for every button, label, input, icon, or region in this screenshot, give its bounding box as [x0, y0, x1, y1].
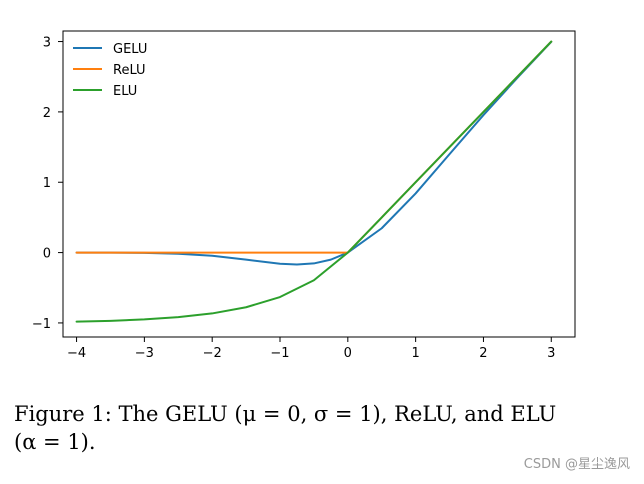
y-tick-label: 1 [43, 176, 51, 191]
watermark: CSDN @星尘逸风 [523, 457, 630, 472]
x-tick-label: 3 [547, 346, 555, 361]
y-tick-label: 0 [43, 247, 51, 262]
x-tick-label: 0 [344, 346, 352, 361]
legend-label-gelu: GELU [113, 42, 147, 57]
y-tick-label: −1 [32, 317, 51, 332]
caption-line-1: Figure 1: The GELU (μ = 0, σ = 1), ReLU,… [14, 402, 557, 426]
x-tick-label: −2 [203, 346, 222, 361]
y-tick-label: 3 [43, 36, 51, 51]
y-tick-label: 2 [43, 106, 51, 121]
x-tick-label: −3 [135, 346, 154, 361]
x-tick-label: −1 [270, 346, 289, 361]
series-line-gelu [75, 40, 553, 266]
chart-svg: −4 −3 −2 −1 0 1 2 3 −1 0 1 2 3 GELU ReLU ELU [32, 30, 576, 361]
legend-label-elu: ELU [113, 84, 137, 99]
x-tick-label: 2 [479, 346, 487, 361]
x-tick-label: −4 [67, 346, 86, 361]
series-line-relu [75, 40, 553, 254]
x-tick-label: 1 [411, 346, 419, 361]
series-line-elu [75, 40, 553, 323]
caption-line-2: (α = 1). [14, 430, 96, 454]
legend-label-relu: ReLU [113, 63, 146, 78]
figure-caption: Figure 1: The GELU (μ = 0, σ = 1), ReLU,… [14, 400, 614, 456]
chart-container: −4 −3 −2 −1 0 1 2 3 −1 0 1 2 3 GELU ReLU ELU [32, 30, 576, 361]
plot-frame [62, 30, 576, 338]
